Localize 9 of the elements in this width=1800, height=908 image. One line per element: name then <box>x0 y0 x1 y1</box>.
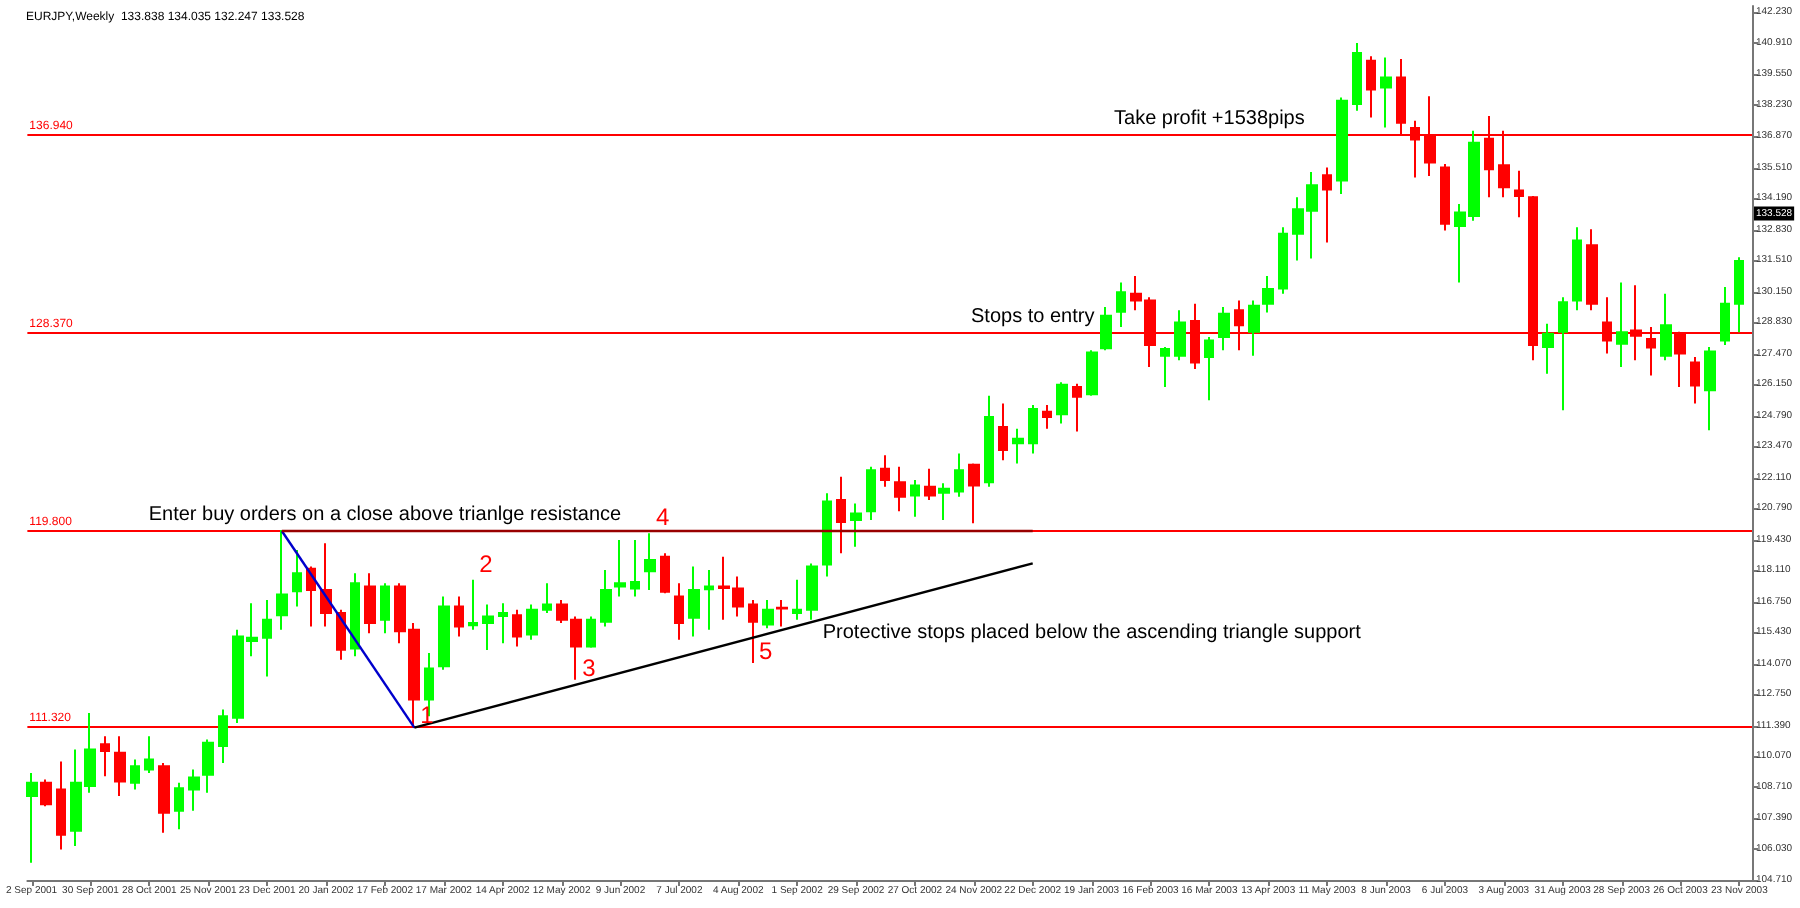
annotation: Stops to entry <box>971 305 1095 328</box>
annotation: Protective stops placed below the ascending triangle support <box>822 622 1362 645</box>
annotation: 1 <box>420 701 435 730</box>
annotation: 3 <box>582 653 597 682</box>
annotation: Take profit +1538pips <box>1114 107 1305 130</box>
annotation: 5 <box>758 637 773 666</box>
annotation: 4 <box>655 503 670 532</box>
annotation: 2 <box>479 549 494 578</box>
annotation: Enter buy orders on a close above trianlge resistance <box>148 504 623 526</box>
